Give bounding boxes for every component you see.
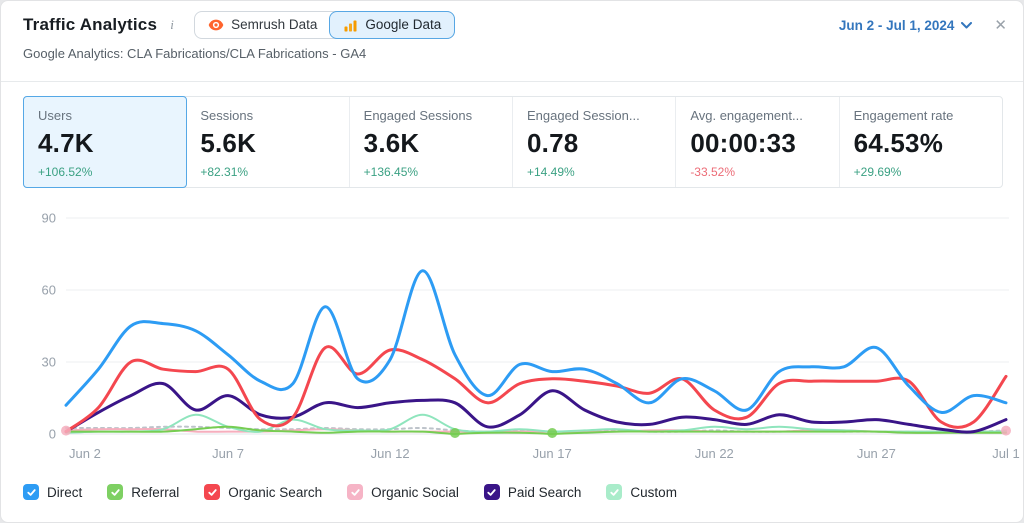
- y-tick-label: 30: [42, 355, 56, 370]
- metric-delta: +14.49%: [526, 165, 575, 179]
- metric-label: Engaged Session...: [526, 108, 640, 123]
- tab-label: Google Data: [365, 17, 442, 32]
- x-tick-label: Jun 27: [857, 446, 896, 461]
- series-paid-search: [64, 381, 1008, 434]
- metric-label: Engaged Sessions: [363, 108, 473, 123]
- metric-value: 4.7K: [38, 128, 94, 158]
- metric-value: 3.6K: [363, 128, 420, 158]
- metric-card-users[interactable]: Users 4.7K +106.52%: [23, 96, 188, 188]
- x-tick-label: Jul 1: [992, 446, 1019, 461]
- semrush-logo-icon: [208, 17, 224, 33]
- check-icon: [208, 488, 217, 496]
- metric-delta: +82.31%: [200, 165, 249, 179]
- ga-property-subtitle: Google Analytics: CLA Fabrications/CLA F…: [23, 46, 367, 61]
- page-title: Traffic Analytics: [23, 15, 158, 34]
- check-icon: [350, 488, 360, 496]
- series-direct: [64, 269, 1008, 414]
- check-icon: [26, 488, 36, 496]
- chart-legend: Direct Referral Organic Search Organic Soci…: [23, 484, 677, 500]
- check-icon: [111, 488, 120, 496]
- marker-organic-social: [61, 425, 71, 436]
- x-tick-label: Jun 17: [533, 446, 572, 461]
- metric-label: Engagement rate: [853, 108, 954, 123]
- chevron-down-icon: [961, 21, 973, 29]
- info-icon[interactable]: i: [170, 17, 174, 32]
- legend-item-paid-search[interactable]: Paid Search: [483, 484, 582, 500]
- date-range-label: Jun 2 - Jul 1, 2024: [838, 17, 955, 33]
- legend-item-organic-social[interactable]: Organic Social: [347, 484, 459, 500]
- metric-value: 0.78: [526, 128, 579, 158]
- series-referral: [65, 425, 1007, 435]
- tab-label: Semrush Data: [231, 17, 318, 32]
- marker-organic-social: [1001, 425, 1011, 436]
- x-tick-label: Jun 2: [69, 446, 101, 461]
- metric-card-avg-engagement[interactable]: Avg. engagement... 00:00:33 -33.52%: [676, 97, 840, 187]
- series-custom: [65, 413, 1007, 434]
- date-range-picker[interactable]: Jun 2 - Jul 1, 2024: [839, 18, 973, 33]
- bar-chart-icon: [343, 18, 358, 33]
- tab-google-data[interactable]: Google Data: [329, 11, 456, 39]
- legend-item-custom[interactable]: Custom: [606, 484, 677, 500]
- legend-checkbox-organic-search[interactable]: [204, 484, 221, 500]
- legend-label: Organic Social: [371, 484, 459, 500]
- metric-card-sessions[interactable]: Sessions 5.6K +82.31%: [186, 97, 350, 187]
- x-tick-label: Jun 7: [212, 446, 244, 461]
- legend-label: Direct: [47, 484, 83, 500]
- traffic-chart: 0 30 60 90 Jun 2 Jun 7 Jun 12 Jun 17 Jun 22 Jun 2…: [42, 211, 1020, 462]
- metric-label: Sessions: [200, 108, 254, 123]
- metric-delta: -33.52%: [690, 165, 736, 179]
- x-tick-label: Jun 12: [371, 446, 410, 461]
- legend-checkbox-referral[interactable]: [107, 484, 124, 500]
- legend-label: Organic Search: [228, 484, 323, 500]
- series-organic-search: [64, 345, 1008, 434]
- widget-header: Traffic Analytics i Semrush Data: [23, 10, 1007, 40]
- header-divider: [1, 81, 1023, 82]
- legend-label: Referral: [131, 484, 180, 500]
- metric-delta: +29.69%: [853, 165, 902, 179]
- metric-card-engaged-session[interactable]: Engaged Session... 0.78 +14.49%: [513, 97, 677, 187]
- data-source-toggle: Semrush Data Google Data: [194, 11, 456, 39]
- legend-checkbox-paid-search[interactable]: [483, 484, 500, 500]
- y-tick-label: 60: [42, 283, 56, 298]
- metric-value: 64.53%: [853, 128, 944, 158]
- marker-referral: [450, 428, 460, 438]
- check-icon: [487, 488, 496, 496]
- metric-card-engaged-sessions[interactable]: Engaged Sessions 3.6K +136.45%: [350, 97, 513, 187]
- legend-checkbox-organic-social[interactable]: [347, 484, 364, 500]
- metric-card-engagement-rate[interactable]: Engagement rate 64.53% +29.69%: [840, 97, 1002, 187]
- metric-label: Users: [38, 108, 72, 123]
- tab-semrush-data[interactable]: Semrush Data: [195, 12, 330, 38]
- metric-value: 00:00:33: [690, 128, 796, 158]
- legend-checkbox-custom[interactable]: [606, 484, 623, 500]
- legend-label: Paid Search: [507, 484, 582, 500]
- marker-referral: [547, 428, 558, 438]
- x-tick-label: Jun 22: [695, 446, 734, 461]
- metric-delta: +106.52%: [38, 165, 93, 179]
- legend-item-organic-search[interactable]: Organic Search: [204, 484, 322, 500]
- legend-checkbox-direct[interactable]: [23, 484, 39, 500]
- legend-label: Custom: [630, 484, 677, 500]
- metric-label: Avg. engagement...: [690, 108, 803, 123]
- metric-delta: +136.45%: [363, 165, 419, 179]
- check-icon: [610, 488, 619, 496]
- y-tick-label: 90: [42, 211, 56, 226]
- metric-value: 5.6K: [200, 128, 257, 158]
- metrics-row: Users 4.7K +106.52% Sessions 5.6K +82.31% Enga…: [23, 96, 1003, 188]
- close-icon[interactable]: ✕: [994, 16, 1007, 34]
- legend-item-direct[interactable]: Direct: [23, 484, 82, 500]
- y-tick-label: 0: [49, 427, 56, 442]
- legend-item-referral[interactable]: Referral: [107, 484, 179, 500]
